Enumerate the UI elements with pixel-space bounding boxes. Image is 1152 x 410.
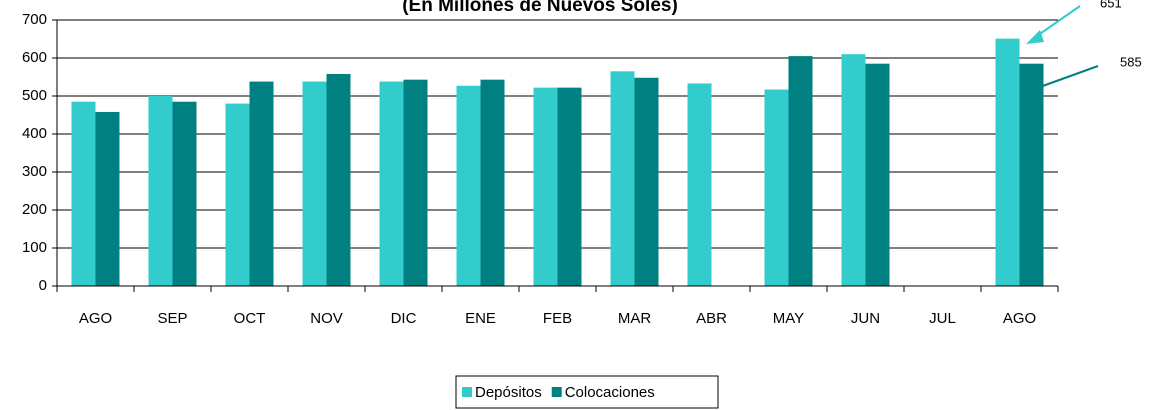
bar [71, 101, 96, 286]
x-tick-label: ABR [696, 310, 727, 327]
y-tick-label: 300 [22, 163, 47, 180]
bar [456, 85, 481, 287]
bar [225, 103, 250, 286]
bar [326, 73, 351, 287]
legend-label: Colocaciones [565, 384, 655, 401]
x-tick-label: OCT [234, 310, 266, 327]
bar [1019, 63, 1044, 287]
bar [764, 89, 789, 286]
bar [841, 54, 866, 287]
chart-title: (En Millones de Nuevos Soles) [402, 0, 678, 16]
y-tick-label: 200 [22, 201, 47, 218]
bar [302, 81, 327, 286]
x-tick-label: MAY [773, 310, 804, 327]
y-tick-label: 700 [22, 11, 47, 28]
x-tick-label: MAR [618, 310, 652, 327]
annotation-arrow [1033, 5, 1081, 39]
bar [865, 63, 890, 287]
bar [634, 77, 659, 286]
bar [610, 71, 635, 286]
bar [557, 87, 582, 286]
x-tick-label: AGO [1003, 310, 1036, 327]
bar [533, 87, 558, 286]
y-tick-label: 600 [22, 49, 47, 66]
bar [480, 79, 505, 286]
legend-label: Depósitos [475, 384, 542, 401]
y-tick-label: 100 [22, 239, 47, 256]
y-tick-label: 500 [22, 87, 47, 104]
bar [172, 101, 197, 286]
x-tick-label: FEB [543, 310, 572, 327]
bar [249, 81, 274, 286]
x-tick-label: JUN [851, 310, 880, 327]
x-tick-label: ENE [465, 310, 496, 327]
bar [403, 79, 428, 286]
y-tick-label: 0 [39, 277, 47, 294]
annotation-label: 651 [1100, 0, 1122, 10]
legend-box [455, 375, 719, 409]
annotation-label: 585 [1120, 54, 1142, 69]
y-tick-label: 400 [22, 125, 47, 142]
arrow-head [1026, 30, 1044, 44]
bar [687, 83, 712, 287]
x-tick-label: JUL [929, 310, 956, 327]
bar [995, 38, 1020, 287]
x-tick-label: AGO [79, 310, 112, 327]
bar [95, 111, 120, 287]
x-tick-label: NOV [310, 310, 343, 327]
x-tick-label: DIC [391, 310, 417, 327]
bar [788, 56, 813, 286]
legend-swatch [462, 387, 472, 397]
x-tick-label: SEP [157, 310, 187, 327]
legend-swatch [551, 387, 562, 397]
bar [379, 81, 404, 286]
bar [148, 96, 173, 286]
